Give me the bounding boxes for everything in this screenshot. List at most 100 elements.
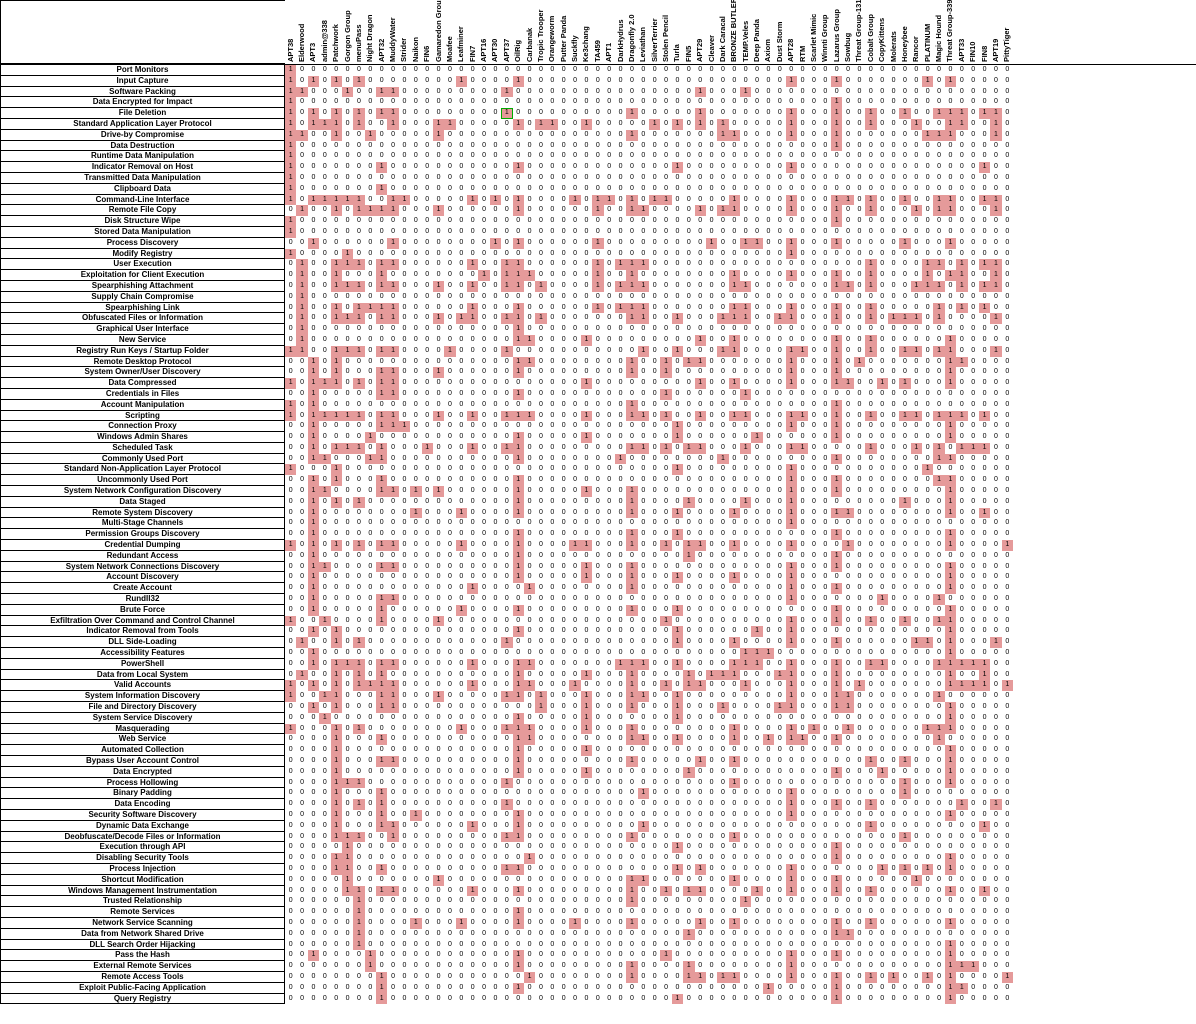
matrix-cell: 0 — [399, 508, 410, 519]
matrix-cell: 0 — [365, 443, 376, 454]
matrix-cell: 1 — [387, 411, 398, 422]
matrix-cell: 0 — [820, 853, 831, 864]
matrix-cell: 0 — [706, 173, 717, 184]
row-label: Clipboard Data — [0, 184, 285, 195]
matrix-cell: 0 — [797, 151, 808, 162]
matrix-cell: 0 — [410, 821, 421, 832]
matrix-cell: 0 — [706, 594, 717, 605]
matrix-cell: 1 — [319, 454, 330, 465]
matrix-cell: 0 — [399, 141, 410, 152]
row-label: Execution through API — [0, 842, 285, 853]
matrix-cell: 0 — [353, 853, 364, 864]
matrix-cell: 0 — [888, 821, 899, 832]
matrix-cell: 0 — [922, 572, 933, 583]
matrix-cell: 0 — [797, 821, 808, 832]
matrix-cell: 0 — [490, 454, 501, 465]
matrix-cell: 0 — [308, 249, 319, 260]
matrix-cell: 0 — [342, 367, 353, 378]
matrix-cell: 0 — [820, 691, 831, 702]
matrix-cell: 0 — [501, 583, 512, 594]
matrix-cell: 0 — [478, 691, 489, 702]
matrix-cell: 0 — [444, 335, 455, 346]
matrix-cell: 0 — [524, 151, 535, 162]
matrix-cell: 1 — [865, 281, 876, 292]
matrix-cell: 0 — [740, 195, 751, 206]
matrix-cell: 0 — [842, 605, 853, 616]
matrix-cell: 1 — [922, 281, 933, 292]
matrix-cell: 1 — [956, 303, 967, 314]
matrix-cell: 0 — [399, 432, 410, 443]
col-header: APT32 — [376, 0, 387, 64]
matrix-cell: 0 — [342, 745, 353, 756]
matrix-cell: 0 — [683, 130, 694, 141]
matrix-cell: 0 — [319, 357, 330, 368]
matrix-cell: 0 — [547, 378, 558, 389]
matrix-cell: 0 — [786, 87, 797, 98]
matrix-cell: 0 — [786, 648, 797, 659]
matrix-cell: 0 — [319, 745, 330, 756]
matrix-cell: 0 — [797, 367, 808, 378]
matrix-cell: 1 — [513, 713, 524, 724]
matrix-cell: 0 — [331, 432, 342, 443]
matrix-cell: 0 — [854, 778, 865, 789]
row-label: Deobfuscate/Decode Files or Information — [0, 832, 285, 843]
matrix-cell: 0 — [740, 637, 751, 648]
matrix-cell: 0 — [467, 497, 478, 508]
row-label: Rundll32 — [0, 594, 285, 605]
matrix-cell: 1 — [308, 529, 319, 540]
matrix-cell: 0 — [478, 65, 489, 76]
matrix-cell: 1 — [331, 303, 342, 314]
col-header-label: APT37 — [502, 39, 511, 62]
matrix-cell: 1 — [387, 659, 398, 670]
matrix-cell: 1 — [945, 432, 956, 443]
matrix-cell: 1 — [729, 778, 740, 789]
matrix-cell: 0 — [808, 583, 819, 594]
matrix-cell: 0 — [410, 713, 421, 724]
matrix-cell: 0 — [399, 670, 410, 681]
matrix-cell: 1 — [365, 130, 376, 141]
matrix-cell: 0 — [911, 788, 922, 799]
matrix-cell: 0 — [899, 605, 910, 616]
matrix-cell: 0 — [547, 562, 558, 573]
matrix-cell: 0 — [615, 76, 626, 87]
matrix-cell: 0 — [774, 195, 785, 206]
matrix-cell: 1 — [581, 486, 592, 497]
matrix-cell: 0 — [763, 821, 774, 832]
matrix-cell: 1 — [376, 799, 387, 810]
matrix-cell: 0 — [296, 832, 307, 843]
matrix-cell: 0 — [558, 821, 569, 832]
matrix-cell: 0 — [729, 249, 740, 260]
matrix-cell: 0 — [797, 529, 808, 540]
matrix-cell: 1 — [672, 702, 683, 713]
matrix-cell: 0 — [717, 184, 728, 195]
matrix-cell: 0 — [456, 486, 467, 497]
matrix-cell: 1 — [331, 778, 342, 789]
matrix-cell: 0 — [490, 357, 501, 368]
matrix-cell: 1 — [729, 346, 740, 357]
matrix-cell: 0 — [695, 400, 706, 411]
matrix-cell: 0 — [865, 810, 876, 821]
matrix-cell: 0 — [558, 670, 569, 681]
matrix-cell: 1 — [899, 411, 910, 422]
matrix-cell: 0 — [774, 724, 785, 735]
matrix-cell: 0 — [569, 745, 580, 756]
matrix-cell: 0 — [342, 108, 353, 119]
matrix-cell: 1 — [376, 108, 387, 119]
matrix-cell: 0 — [331, 292, 342, 303]
matrix-cell: 0 — [933, 497, 944, 508]
col-header: Axiom — [763, 0, 774, 64]
table-row: Bypass User Account Control0000100011000… — [0, 756, 1196, 767]
matrix-cell: 1 — [331, 357, 342, 368]
matrix-cell: 0 — [911, 842, 922, 853]
matrix-cell: 1 — [638, 821, 649, 832]
matrix-cell: 0 — [433, 670, 444, 681]
matrix-cell: 0 — [1002, 518, 1013, 529]
matrix-cell: 0 — [740, 518, 751, 529]
col-header-label: Cobalt Group — [866, 14, 875, 62]
matrix-cell: 0 — [490, 259, 501, 270]
matrix-cell: 0 — [478, 767, 489, 778]
matrix-cell: 0 — [706, 227, 717, 238]
matrix-cell: 0 — [410, 637, 421, 648]
matrix-cell: 0 — [422, 810, 433, 821]
matrix-cell: 1 — [786, 788, 797, 799]
